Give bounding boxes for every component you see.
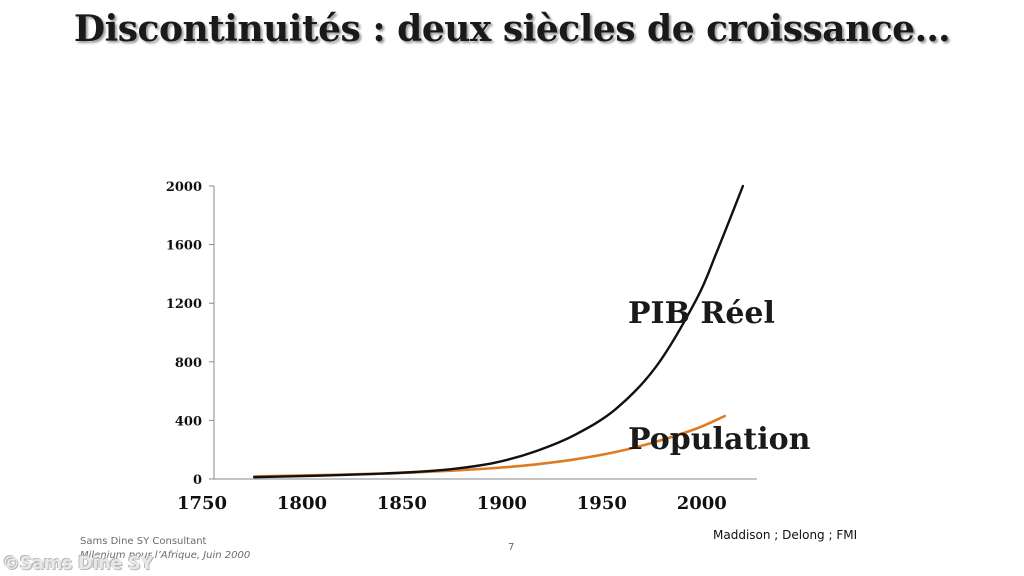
- x-axis-ticks: 1750 1800 1850 1900 1950 2000: [177, 493, 727, 514]
- y-tick-label: 400: [175, 414, 202, 429]
- sources-citation: Maddison ; Delong ; FMI: [713, 528, 858, 542]
- x-tick-label: 1800: [277, 493, 327, 514]
- series-label-population: Population: [628, 422, 811, 457]
- x-tick-label: 1750: [177, 493, 227, 514]
- x-tick-label: 2000: [677, 493, 727, 514]
- chart-axes: [213, 186, 757, 480]
- series-line-pib: [253, 184, 745, 479]
- watermark: ©Sams Dine SY: [2, 553, 153, 574]
- x-tick-label: 1900: [477, 493, 527, 514]
- footer-publication: Milenium pour l’Afrique, Juin 2000: [80, 550, 251, 561]
- footer-consultant: Sams Dine SY Consultant: [80, 536, 207, 547]
- y-tick-label: 1600: [166, 239, 202, 254]
- x-tick-label: 1850: [377, 493, 427, 514]
- y-axis-ticks: 0 400 800 1200 1600 2000: [166, 180, 214, 488]
- y-tick-label: 800: [175, 356, 202, 371]
- x-tick-label: 1950: [577, 493, 627, 514]
- y-tick-label: 2000: [166, 180, 202, 195]
- chart-series: [252, 184, 745, 479]
- y-tick-label: 0: [193, 473, 202, 488]
- series-label-pib: PIB Réel: [628, 296, 775, 331]
- y-tick-label: 1200: [166, 297, 202, 312]
- page-number: 7: [508, 542, 515, 553]
- page-title: Discontinuités : deux siècles de croissa…: [73, 8, 951, 50]
